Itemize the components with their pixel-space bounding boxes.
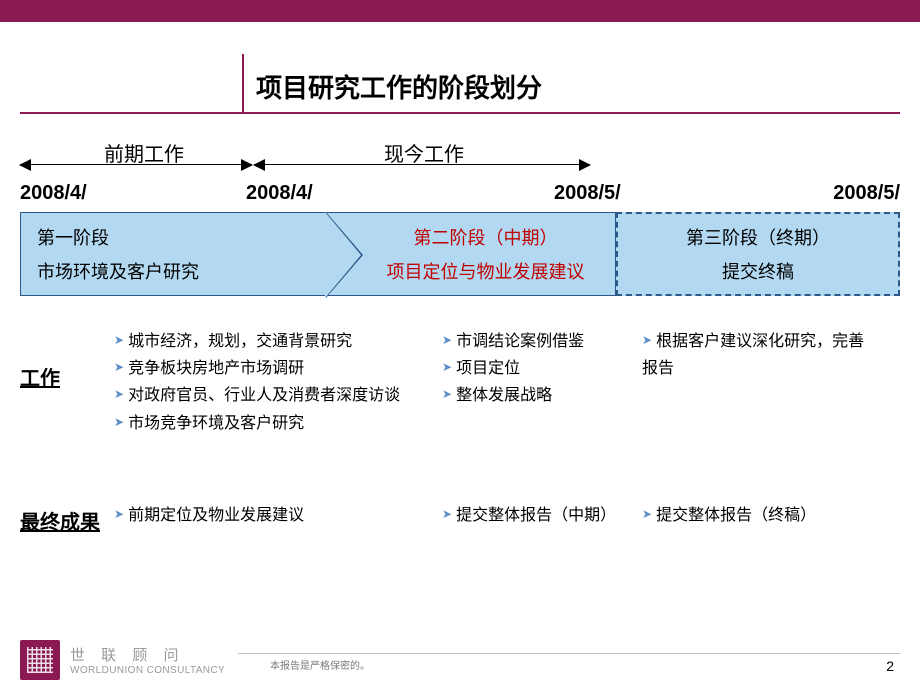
work-c-1: 根据客户建议深化研究，完善报告 [642, 328, 872, 382]
page-title: 项目研究工作的阶段划分 [256, 68, 542, 105]
deliverable-columns: 前期定位及物业发展建议 提交整体报告（中期） 提交整体报告（终稿） [114, 502, 900, 529]
page-number: 2 [886, 658, 894, 674]
work-col-c: 根据客户建议深化研究，完善报告 [642, 328, 872, 437]
phase-box-2: 第二阶段（中期） 项目定位与物业发展建议 [326, 212, 616, 296]
logo-text: 世 联 顾 问 WORLDUNION CONSULTANCY [70, 644, 225, 676]
deliv-col-c: 提交整体报告（终稿） [642, 502, 872, 529]
work-label: 工作 [20, 362, 60, 391]
phase-3-desc: 提交终稿 [722, 258, 794, 284]
deliv-col-a: 前期定位及物业发展建议 [114, 502, 442, 529]
work-columns: 城市经济，规划，交通背景研究 竞争板块房地产市场调研 对政府官员、行业人及消费者… [114, 328, 900, 437]
work-a-3: 对政府官员、行业人及消费者深度访谈 [114, 382, 442, 409]
logo-mark-icon [20, 640, 60, 680]
phase-2-title: 第二阶段（中期） [414, 224, 558, 250]
phase-box-1: 第一阶段 市场环境及客户研究 [20, 212, 326, 296]
work-b-2: 项目定位 [442, 355, 642, 382]
brand-logo: 世 联 顾 问 WORLDUNION CONSULTANCY [20, 640, 225, 680]
work-a-4: 市场竞争环境及客户研究 [114, 410, 442, 437]
deliv-a-1: 前期定位及物业发展建议 [114, 502, 442, 529]
phase-3-title: 第三阶段（终期） [686, 224, 830, 250]
title-tick [242, 54, 244, 112]
period-label-1: 前期工作 [104, 138, 184, 167]
brand-en: WORLDUNION CONSULTANCY [70, 665, 225, 676]
title-block: 项目研究工作的阶段划分 [244, 68, 542, 105]
work-a-1: 城市经济，规划，交通背景研究 [114, 328, 442, 355]
date-3: 2008/5/ [554, 182, 621, 205]
period-label-2: 现今工作 [384, 138, 464, 167]
confidential-note: 本报告是严格保密的。 [270, 657, 370, 672]
period-row: 前期工作 现今工作 [20, 136, 900, 176]
work-b-3: 整体发展战略 [442, 382, 642, 409]
work-col-a: 城市经济，规划，交通背景研究 竞争板块房地产市场调研 对政府官员、行业人及消费者… [114, 328, 442, 437]
deliv-col-b: 提交整体报告（中期） [442, 502, 642, 529]
work-a-2: 竞争板块房地产市场调研 [114, 355, 442, 382]
title-underline [20, 112, 900, 114]
deliv-b-1: 提交整体报告（中期） [442, 502, 642, 529]
top-accent-bar [0, 0, 920, 22]
phase-2-desc: 项目定位与物业发展建议 [387, 258, 585, 284]
brand-cn: 世 联 顾 问 [70, 644, 225, 665]
date-2: 2008/4/ [246, 182, 313, 205]
date-1: 2008/4/ [20, 182, 87, 205]
deliv-c-1: 提交整体报告（终稿） [642, 502, 872, 529]
work-b-1: 市调结论案例借鉴 [442, 328, 642, 355]
work-col-b: 市调结论案例借鉴 项目定位 整体发展战略 [442, 328, 642, 437]
phase-row: 第一阶段 市场环境及客户研究 第二阶段（中期） 项目定位与物业发展建议 第三阶段… [20, 212, 900, 296]
date-4: 2008/5/ [833, 182, 900, 205]
slide-footer: 世 联 顾 问 WORLDUNION CONSULTANCY 本报告是严格保密的… [0, 632, 920, 690]
phase-1-desc: 市场环境及客户研究 [37, 258, 309, 284]
footer-divider [238, 653, 900, 654]
slide-body: 项目研究工作的阶段划分 前期工作 现今工作 2008/4/ 2008/4/ 20… [0, 22, 920, 690]
phase-box-3: 第三阶段（终期） 提交终稿 [616, 212, 900, 296]
phase-1-title: 第一阶段 [37, 224, 309, 250]
deliverable-label: 最终成果 [20, 506, 100, 535]
